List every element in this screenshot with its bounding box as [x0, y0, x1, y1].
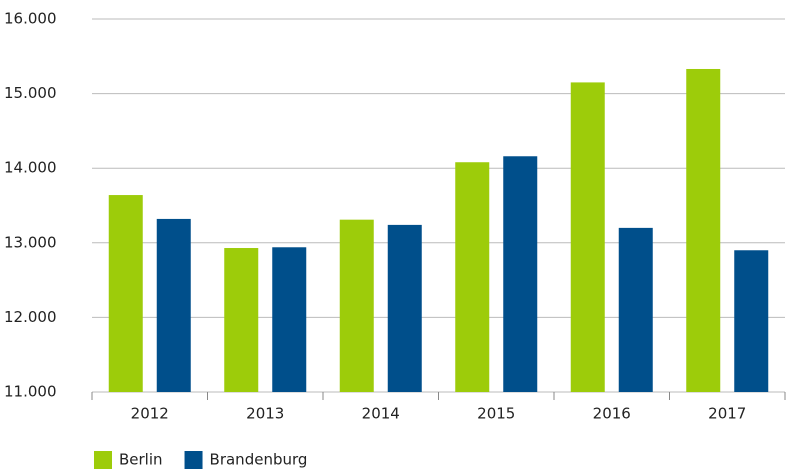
bar — [272, 247, 307, 392]
x-tick-label: 2014 — [362, 405, 400, 423]
x-tick-label: 2012 — [131, 405, 169, 423]
y-tick-label: 15.000 — [4, 84, 57, 102]
bar — [618, 227, 653, 392]
bar — [734, 250, 769, 392]
legend-label: Brandenburg — [210, 451, 308, 469]
bar — [108, 195, 143, 392]
y-tick-label: 13.000 — [4, 233, 57, 251]
x-tick-label: 2017 — [708, 405, 746, 423]
bar — [503, 156, 538, 392]
legend-swatch — [94, 451, 112, 469]
x-tick-label: 2013 — [246, 405, 284, 423]
x-tick-label: 2015 — [477, 405, 515, 423]
bar — [339, 219, 374, 392]
y-tick-label: 11.000 — [4, 383, 57, 401]
bar — [224, 248, 259, 392]
bar — [570, 82, 605, 392]
y-tick-label: 16.000 — [4, 10, 57, 28]
bar — [156, 218, 191, 392]
x-tick-label: 2016 — [593, 405, 631, 423]
legend-label: Berlin — [119, 451, 163, 469]
y-tick-label: 14.000 — [4, 159, 57, 177]
bar — [387, 224, 422, 392]
bar — [686, 68, 721, 393]
y-tick-label: 12.000 — [4, 308, 57, 326]
bar — [455, 162, 490, 392]
legend-swatch — [184, 451, 203, 469]
